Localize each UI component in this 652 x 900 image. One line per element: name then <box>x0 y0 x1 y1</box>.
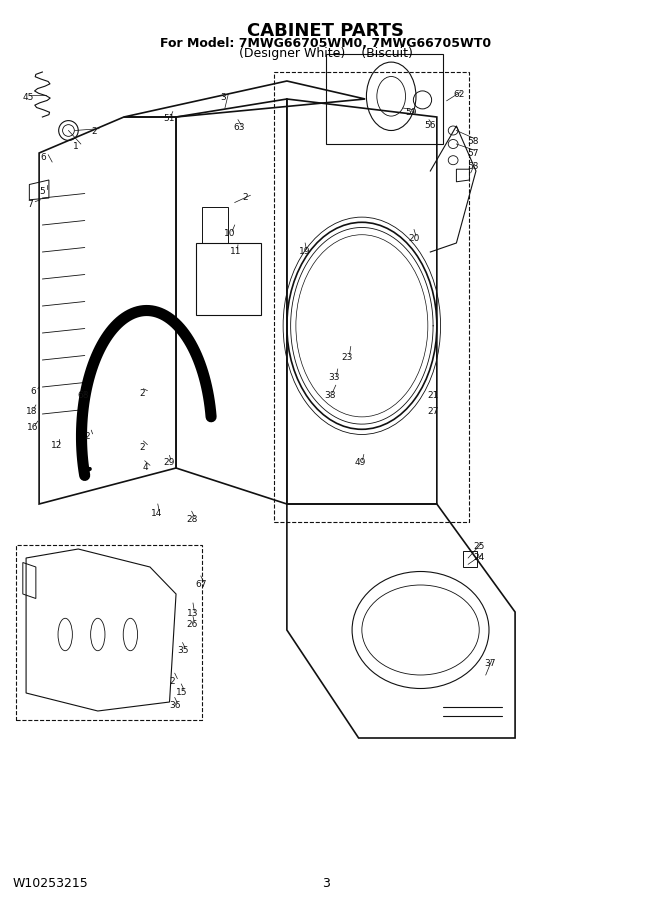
Text: 45: 45 <box>22 93 33 102</box>
Bar <box>16 544 202 720</box>
Bar <box>463 551 477 567</box>
Text: 3: 3 <box>220 93 226 102</box>
Text: 13: 13 <box>186 609 198 618</box>
Text: 68: 68 <box>77 392 89 400</box>
Text: 23: 23 <box>342 353 353 362</box>
Text: 37: 37 <box>484 659 496 668</box>
Text: 51: 51 <box>163 114 175 123</box>
Text: 21: 21 <box>428 392 439 400</box>
Text: 35: 35 <box>177 646 189 655</box>
Text: 28: 28 <box>186 515 198 524</box>
Text: 57: 57 <box>467 148 479 157</box>
Text: 2: 2 <box>243 194 248 202</box>
Text: 6: 6 <box>40 153 46 162</box>
Text: 19: 19 <box>299 248 310 256</box>
Text: 49: 49 <box>355 458 366 467</box>
Text: 62: 62 <box>453 90 464 99</box>
Text: 20: 20 <box>408 234 419 243</box>
Text: For Model: 7MWG66705WM0, 7MWG66705WT0: For Model: 7MWG66705WM0, 7MWG66705WT0 <box>160 37 492 50</box>
Bar <box>274 72 469 522</box>
Text: 1: 1 <box>73 142 79 151</box>
Text: 24: 24 <box>473 554 484 562</box>
Text: 58: 58 <box>467 137 479 146</box>
Text: 18: 18 <box>26 407 38 416</box>
Text: 2: 2 <box>91 127 97 136</box>
Text: 2: 2 <box>85 432 91 441</box>
Text: 2: 2 <box>140 389 145 398</box>
Text: 26: 26 <box>186 620 198 629</box>
Text: 2: 2 <box>170 677 175 686</box>
Text: CABINET PARTS: CABINET PARTS <box>248 22 404 40</box>
Text: 7: 7 <box>27 200 33 209</box>
Text: 36: 36 <box>170 701 181 710</box>
Text: 53: 53 <box>467 162 479 171</box>
Text: 3: 3 <box>322 878 330 890</box>
Text: 10: 10 <box>224 230 236 238</box>
Bar <box>202 207 228 243</box>
Text: 38: 38 <box>325 391 336 400</box>
Text: 6: 6 <box>30 387 36 396</box>
Text: 67: 67 <box>196 580 207 589</box>
Text: 4: 4 <box>142 464 148 472</box>
Text: 11: 11 <box>230 248 241 256</box>
Text: 14: 14 <box>151 508 162 518</box>
Text: 12: 12 <box>51 441 62 450</box>
Text: 25: 25 <box>473 542 484 551</box>
Text: 15: 15 <box>176 688 188 697</box>
Text: 63: 63 <box>233 123 245 132</box>
Text: 33: 33 <box>329 374 340 382</box>
Text: 56: 56 <box>424 122 436 130</box>
Text: 16: 16 <box>27 423 39 432</box>
Text: (Designer White)    (Biscuit): (Designer White) (Biscuit) <box>239 48 413 60</box>
Bar <box>196 243 261 315</box>
Text: 29: 29 <box>163 458 174 467</box>
Text: 5: 5 <box>39 187 45 196</box>
Text: 2: 2 <box>140 443 145 452</box>
Text: W10253215: W10253215 <box>13 878 89 890</box>
Text: 59: 59 <box>406 108 417 117</box>
Bar <box>326 54 443 144</box>
Text: 27: 27 <box>428 407 439 416</box>
